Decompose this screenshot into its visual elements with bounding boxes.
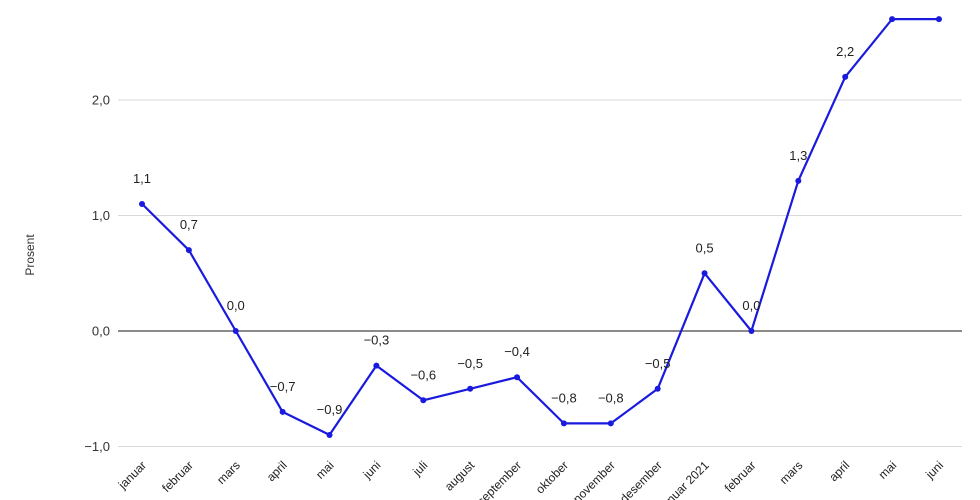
data-label: 0,0 — [227, 298, 245, 313]
y-tick-label: 1,0 — [92, 208, 110, 223]
x-tick-label: november — [570, 458, 618, 500]
data-labels: 1,1 0,7 0,0 −0,7 −0,9 −0,3 −0,6 −0,5 −0,4 −0,8 −0,… — [133, 44, 854, 417]
data-label: 0,0 — [742, 298, 760, 313]
x-tick-label: februar — [159, 458, 196, 495]
data-point — [279, 408, 286, 415]
y-tick-label: 0,0 — [92, 324, 110, 339]
x-tick-label: mai — [876, 458, 900, 482]
x-tick-label: mai — [313, 458, 337, 482]
data-label: 0,7 — [180, 217, 198, 232]
y-tick-label: −1,0 — [84, 439, 110, 454]
x-tick-label: oktober — [533, 458, 571, 496]
data-label: −0,5 — [457, 356, 483, 371]
data-point — [748, 328, 755, 334]
x-tick-label: januar — [115, 458, 149, 492]
data-label: −0,7 — [270, 379, 296, 394]
x-tick-label: mars — [777, 458, 806, 487]
data-point — [560, 420, 567, 427]
data-label: −0,8 — [598, 390, 624, 405]
data-point — [514, 374, 521, 381]
data-label: −0,5 — [645, 356, 671, 371]
data-point — [795, 177, 802, 184]
y-tick-label: 2,0 — [92, 93, 110, 108]
data-point — [889, 16, 896, 23]
data-label: 0,5 — [696, 240, 714, 255]
x-tick-label: juni — [922, 458, 946, 482]
x-axis-ticks: januar februar mars april mai juni juli augusts… — [115, 458, 946, 500]
y-axis-ticks: −1,0 0,0 1,0 2,0 — [84, 93, 110, 455]
data-label: −0,3 — [364, 333, 390, 348]
data-label: −0,8 — [551, 390, 577, 405]
data-point — [935, 16, 942, 23]
x-tick-label: april — [264, 458, 290, 484]
data-point — [232, 328, 239, 334]
data-point — [139, 200, 145, 207]
x-tick-label: desember — [617, 458, 665, 500]
data-point — [701, 270, 708, 277]
x-tick-label: juni — [360, 458, 384, 482]
y-axis-title: Prosent — [23, 234, 37, 276]
data-point — [607, 420, 614, 427]
data-label: 2,2 — [836, 44, 854, 59]
data-point — [467, 385, 474, 392]
x-tick-label: mars — [214, 458, 243, 487]
x-tick-label: september — [474, 458, 524, 500]
data-label: 1,1 — [133, 171, 151, 186]
data-label: 1,3 — [789, 148, 807, 163]
x-tick-label: januar 2021 — [656, 458, 712, 500]
data-point — [373, 362, 380, 369]
series-line — [140, 18, 941, 436]
x-tick-label: april — [826, 458, 852, 484]
data-point — [326, 431, 333, 438]
data-label: −0,6 — [410, 367, 436, 382]
data-point — [420, 397, 427, 404]
data-label: −0,9 — [317, 402, 343, 417]
x-tick-label: februar — [722, 458, 759, 495]
x-tick-label: august — [442, 458, 478, 494]
data-points — [139, 16, 942, 438]
data-label: −0,4 — [504, 344, 530, 359]
data-point — [654, 385, 661, 392]
series-line-group — [140, 18, 941, 436]
gridlines — [118, 99, 962, 447]
data-point — [842, 73, 849, 80]
x-tick-label: juli — [409, 458, 430, 479]
data-point — [185, 247, 192, 254]
